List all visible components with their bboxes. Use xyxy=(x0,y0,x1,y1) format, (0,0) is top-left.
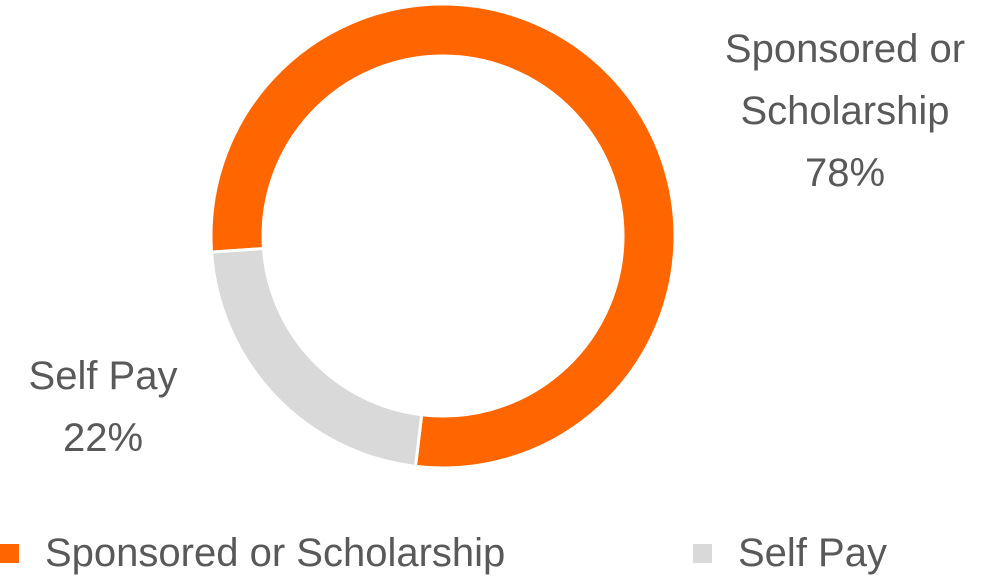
legend-swatch xyxy=(0,543,19,563)
donut-slice xyxy=(209,246,424,469)
legend-item: Self Pay xyxy=(693,530,887,576)
data-label-value: 22% xyxy=(62,416,144,460)
data-label: Self Pay 22% xyxy=(0,345,206,469)
data-label: Sponsored or Scholarship 78% xyxy=(685,18,1004,204)
data-label-value: 78% xyxy=(804,151,886,195)
data-label-category: Self Pay xyxy=(28,354,178,398)
legend-label: Sponsored or Scholarship xyxy=(45,531,506,575)
legend-swatch xyxy=(693,543,712,563)
donut-slice xyxy=(209,2,677,470)
legend-item: Sponsored or Scholarship xyxy=(0,530,505,576)
data-label-category: Sponsored or Scholarship xyxy=(724,27,966,133)
legend-label: Self Pay xyxy=(738,531,887,575)
